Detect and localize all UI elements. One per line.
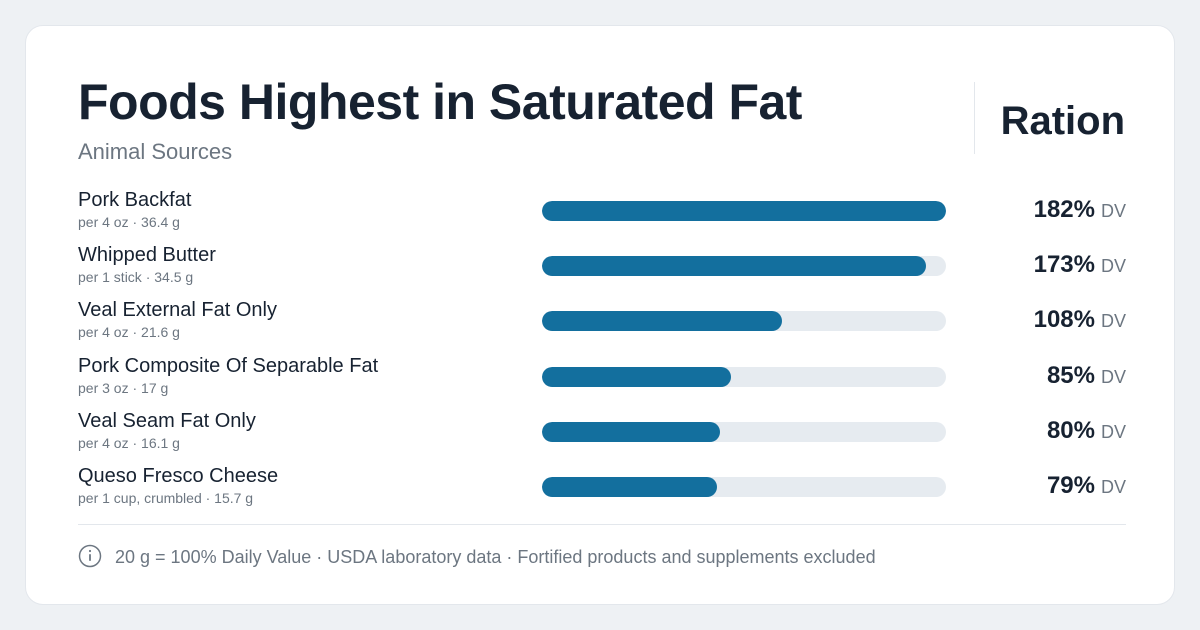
bar: [542, 476, 718, 497]
bar: [542, 421, 720, 442]
bar-row: Pork Composite Of Separable Fat per 3 oz …: [78, 352, 1126, 407]
chart-title: Foods Highest in Saturated Fat: [78, 74, 802, 130]
category-label: Pork Composite Of Separable Fat: [78, 354, 379, 377]
value-percent: 85%: [1046, 361, 1095, 389]
brand-divider: [974, 82, 975, 154]
bar-row: Queso Fresco Cheese per 1 cup, crumbled ·…: [78, 462, 1126, 517]
serving-label: per 1 stick · 34.5 g: [78, 269, 194, 286]
category-label: Pork Backfat: [78, 189, 192, 211]
value-unit: DV: [1100, 256, 1126, 277]
bar-track: [542, 476, 946, 497]
bar-track: [542, 256, 946, 277]
value-percent: 182%: [1033, 196, 1095, 223]
bar-track: [542, 201, 946, 221]
bar-row: Veal Seam Fat Only per 4 oz · 16.1 g 80% DV: [78, 407, 1126, 462]
bar-row: Pork Backfat per 4 oz · 36.4 g 182% DV: [78, 186, 1126, 241]
brand-logo: Ration: [1000, 99, 1125, 143]
bar: [542, 366, 731, 387]
serving-label: per 3 oz · 17 g: [78, 379, 169, 396]
value-percent: 79%: [1046, 471, 1095, 499]
bar-track: [542, 366, 946, 387]
value-label: 80% DV: [1047, 416, 1126, 449]
value-label: 173% DV: [1034, 250, 1126, 283]
info-icon: [78, 544, 102, 568]
bar: [542, 201, 946, 221]
bar-rows: Pork Backfat per 4 oz · 36.4 g 182% DV Whipp…: [78, 186, 1126, 517]
category-label: Whipped Butter: [78, 244, 216, 267]
bar-track: [542, 311, 946, 332]
value-percent: 173%: [1033, 251, 1095, 279]
bar-row: Veal External Fat Only per 4 oz · 21.6 g 1…: [78, 296, 1126, 351]
serving-label: per 4 oz · 36.4 g: [78, 214, 180, 230]
serving-label: per 4 oz · 21.6 g: [78, 324, 180, 341]
category-label: Veal Seam Fat Only: [78, 409, 256, 432]
value-unit: DV: [1100, 421, 1126, 442]
value-percent: 108%: [1033, 306, 1095, 334]
footer-divider: [78, 524, 1126, 525]
value-label: 108% DV: [1034, 305, 1126, 338]
bar: [542, 256, 927, 277]
value-unit: DV: [1100, 476, 1126, 497]
value-unit: DV: [1100, 311, 1126, 332]
value-percent: 80%: [1046, 416, 1095, 444]
category-label: Veal External Fat Only: [78, 299, 277, 322]
bar-track: [542, 421, 946, 442]
category-label: Queso Fresco Cheese: [78, 464, 279, 487]
value-unit: DV: [1100, 201, 1126, 221]
value-label: 85% DV: [1047, 361, 1126, 394]
value-label: 182% DV: [1034, 195, 1126, 228]
bar-row: Whipped Butter per 1 stick · 34.5 g 173% DV: [78, 241, 1126, 296]
bar: [542, 311, 782, 332]
value-label: 79% DV: [1047, 471, 1126, 504]
serving-label: per 4 oz · 16.1 g: [78, 434, 180, 451]
value-unit: DV: [1100, 366, 1126, 387]
chart-card: Foods Highest in Saturated Fat Animal So…: [25, 25, 1175, 605]
serving-label: per 1 cup, crumbled · 15.7 g: [78, 489, 254, 506]
footnote: 20 g = 100% Daily Value · USDA laborator…: [115, 547, 876, 567]
chart-subtitle: Animal Sources: [78, 139, 233, 164]
